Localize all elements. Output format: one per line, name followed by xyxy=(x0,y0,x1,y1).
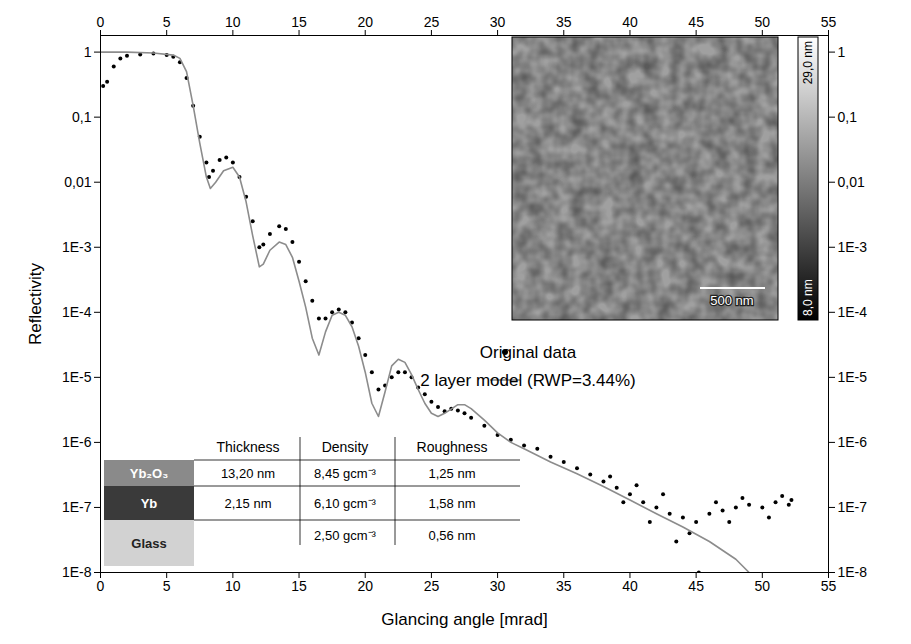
svg-text:10: 10 xyxy=(225,14,241,30)
svg-text:1E-3: 1E-3 xyxy=(62,239,92,255)
svg-text:Roughness: Roughness xyxy=(417,439,488,455)
svg-text:55: 55 xyxy=(821,14,837,30)
svg-text:13,20 nm: 13,20 nm xyxy=(221,466,275,481)
svg-text:55: 55 xyxy=(821,578,837,594)
svg-text:1E-4: 1E-4 xyxy=(838,304,868,320)
svg-text:1E-4: 1E-4 xyxy=(62,304,92,320)
svg-text:5: 5 xyxy=(163,578,171,594)
svg-text:30: 30 xyxy=(490,14,506,30)
svg-text:8,45 gcm⁻³: 8,45 gcm⁻³ xyxy=(314,466,376,481)
svg-text:45: 45 xyxy=(688,578,704,594)
svg-text:Original data: Original data xyxy=(480,343,577,362)
svg-text:2,15 nm: 2,15 nm xyxy=(225,496,272,511)
svg-text:0: 0 xyxy=(97,578,105,594)
svg-text:15: 15 xyxy=(291,14,307,30)
svg-text:1E-6: 1E-6 xyxy=(838,434,868,450)
svg-text:Thickness: Thickness xyxy=(216,439,279,455)
svg-text:0,01: 0,01 xyxy=(64,174,91,190)
svg-text:1E-3: 1E-3 xyxy=(838,239,868,255)
svg-text:40: 40 xyxy=(622,14,638,30)
svg-text:8,0 nm: 8,0 nm xyxy=(801,279,815,316)
svg-text:1,58 nm: 1,58 nm xyxy=(429,496,476,511)
svg-text:29,0 nm: 29,0 nm xyxy=(801,41,815,84)
svg-text:45: 45 xyxy=(688,14,704,30)
svg-text:2 layer model (RWP=3.44%): 2 layer model (RWP=3.44%) xyxy=(420,371,636,390)
svg-text:0,1: 0,1 xyxy=(838,109,858,125)
svg-text:5: 5 xyxy=(163,14,171,30)
svg-text:30: 30 xyxy=(490,578,506,594)
svg-text:Reflectivity: Reflectivity xyxy=(26,262,45,345)
svg-text:Glancing angle [mrad]: Glancing angle [mrad] xyxy=(381,610,547,629)
svg-text:Density: Density xyxy=(322,439,369,455)
svg-text:500 nm: 500 nm xyxy=(710,293,753,308)
svg-text:25: 25 xyxy=(424,578,440,594)
svg-text:Glass: Glass xyxy=(131,536,166,551)
svg-text:20: 20 xyxy=(357,578,373,594)
svg-text:1E-6: 1E-6 xyxy=(62,434,92,450)
svg-text:1,25 nm: 1,25 nm xyxy=(429,466,476,481)
svg-text:0,56 nm: 0,56 nm xyxy=(429,528,476,543)
svg-text:6,10 gcm⁻³: 6,10 gcm⁻³ xyxy=(314,496,376,511)
svg-text:Yb: Yb xyxy=(141,496,158,511)
svg-text:0: 0 xyxy=(97,14,105,30)
svg-text:0,01: 0,01 xyxy=(838,174,865,190)
svg-text:Yb₂O₃: Yb₂O₃ xyxy=(130,466,169,481)
svg-text:10: 10 xyxy=(225,578,241,594)
svg-text:35: 35 xyxy=(556,578,572,594)
svg-text:50: 50 xyxy=(755,14,771,30)
svg-text:1E-8: 1E-8 xyxy=(62,564,92,580)
svg-text:20: 20 xyxy=(357,14,373,30)
svg-text:35: 35 xyxy=(556,14,572,30)
svg-text:25: 25 xyxy=(424,14,440,30)
svg-text:1E-5: 1E-5 xyxy=(838,369,868,385)
svg-text:0,1: 0,1 xyxy=(72,109,92,125)
svg-text:1E-7: 1E-7 xyxy=(838,499,868,515)
svg-text:1: 1 xyxy=(84,44,92,60)
svg-text:1E-8: 1E-8 xyxy=(838,564,868,580)
svg-text:15: 15 xyxy=(291,578,307,594)
svg-text:2,50 gcm⁻³: 2,50 gcm⁻³ xyxy=(314,528,376,543)
svg-text:1E-5: 1E-5 xyxy=(62,369,92,385)
svg-text:50: 50 xyxy=(755,578,771,594)
svg-text:1: 1 xyxy=(838,44,846,60)
svg-text:40: 40 xyxy=(622,578,638,594)
svg-text:1E-7: 1E-7 xyxy=(62,499,92,515)
